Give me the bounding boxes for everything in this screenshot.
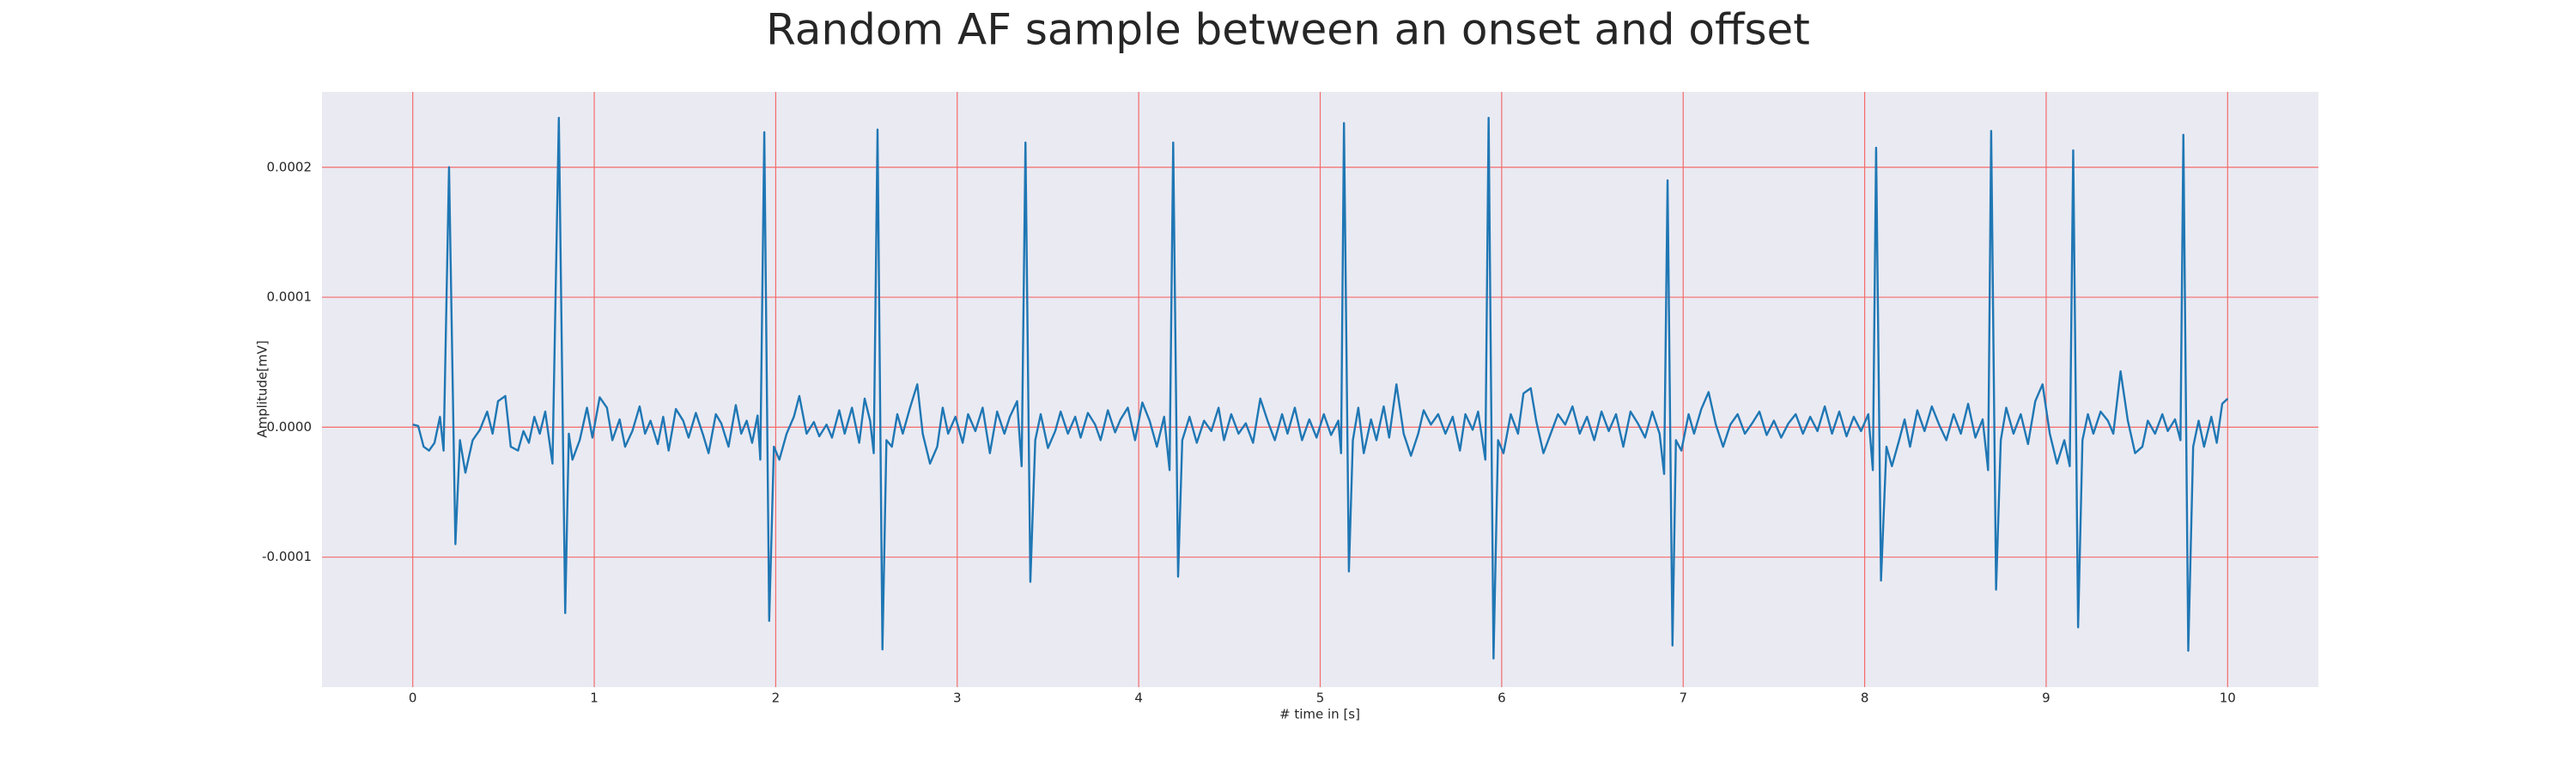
- chart-title: Random AF sample between an onset and of…: [766, 5, 1810, 55]
- x-tick-label: 0: [409, 691, 417, 706]
- x-tick-label: 10: [2220, 691, 2236, 706]
- signal-line: [412, 117, 2229, 660]
- x-tick-label: 4: [1134, 691, 1143, 706]
- x-tick-label: 9: [2042, 691, 2050, 706]
- x-tick-label: 3: [953, 691, 962, 706]
- y-tick-label: -0.0001: [262, 549, 312, 564]
- x-tick-label: 5: [1316, 691, 1325, 706]
- y-tick-label: 0.0002: [267, 159, 313, 174]
- x-tick-label: 8: [1861, 691, 1869, 706]
- y-tick-label: 0.0000: [267, 419, 313, 435]
- x-tick-label: 7: [1679, 691, 1687, 706]
- y-axis-label: Amplitude[mV]: [255, 340, 270, 437]
- y-tick-label: 0.0001: [267, 289, 313, 305]
- x-tick-label: 1: [590, 691, 598, 706]
- x-tick-label: 2: [772, 691, 781, 706]
- x-axis-label: # time in [s]: [1279, 707, 1360, 722]
- x-tick-label: 6: [1498, 691, 1506, 706]
